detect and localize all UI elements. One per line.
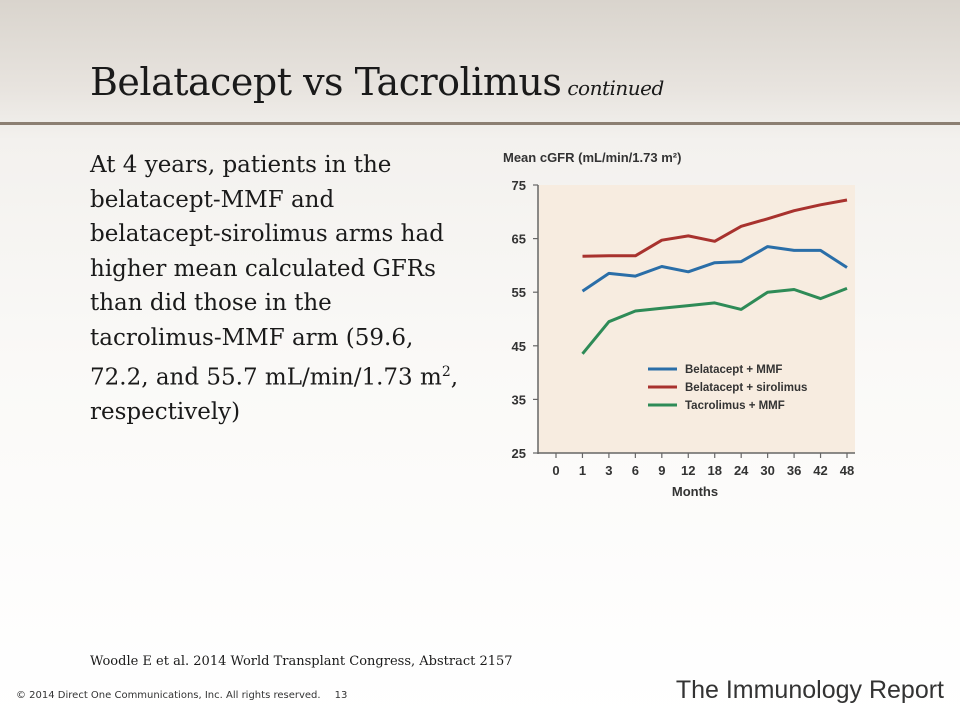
- citation: Woodle E et al. 2014 World Transplant Co…: [90, 654, 513, 669]
- y-tick-label: 55: [512, 285, 526, 300]
- cgfr-line-chart: Mean cGFR (mL/min/1.73 m²) 253545556575 …: [503, 150, 855, 499]
- body-text-superscript: 2: [441, 364, 451, 380]
- plot-area: [538, 185, 855, 453]
- body-text-main: At 4 years, patients in the belatacept-M…: [90, 152, 444, 391]
- page-number: 13: [334, 690, 348, 701]
- slide-title: Belatacept vs Tacrolimus continued: [90, 60, 664, 104]
- x-tick-label: 12: [681, 463, 695, 478]
- copyright-text: © 2014 Direct One Communications, Inc. A…: [16, 690, 321, 701]
- y-tick-label: 45: [512, 339, 526, 354]
- x-axis-label: Months: [672, 484, 718, 499]
- x-tick-label: 9: [658, 463, 665, 478]
- y-tick-label: 75: [512, 178, 526, 193]
- slide-title-main: Belatacept vs Tacrolimus: [90, 60, 562, 104]
- x-tick-label: 0: [552, 463, 559, 478]
- x-tick-label: 1: [579, 463, 586, 478]
- chart-title: Mean cGFR (mL/min/1.73 m²): [503, 150, 681, 165]
- x-tick-label: 48: [840, 463, 854, 478]
- series-line: [581, 287, 848, 355]
- body-text: At 4 years, patients in the belatacept-M…: [90, 148, 460, 430]
- legend-label: Belatacept + MMF: [685, 364, 782, 376]
- legend-label: Tacrolimus + MMF: [685, 400, 785, 412]
- title-rule: [0, 122, 960, 125]
- x-tick-label: 3: [605, 463, 612, 478]
- x-tick-label: 24: [734, 463, 749, 478]
- x-tick-label: 30: [760, 463, 774, 478]
- x-tick-label: 42: [813, 463, 827, 478]
- y-tick-label: 35: [512, 392, 526, 407]
- y-tick-label: 25: [512, 446, 526, 461]
- y-tick-label: 65: [512, 232, 526, 247]
- legend-label: Belatacept + sirolimus: [685, 382, 807, 394]
- brand-logo-text: The Immunology Report: [675, 676, 944, 704]
- series-line: [582, 198, 848, 258]
- slide-title-suffix: continued: [567, 76, 664, 100]
- x-tick-label: 6: [632, 463, 639, 478]
- x-tick-label: 18: [707, 463, 721, 478]
- body-text-end: , respectively): [90, 364, 459, 426]
- series-line: [581, 245, 848, 293]
- footer-left: © 2014 Direct One Communications, Inc. A…: [16, 690, 347, 701]
- x-tick-label: 36: [787, 463, 801, 478]
